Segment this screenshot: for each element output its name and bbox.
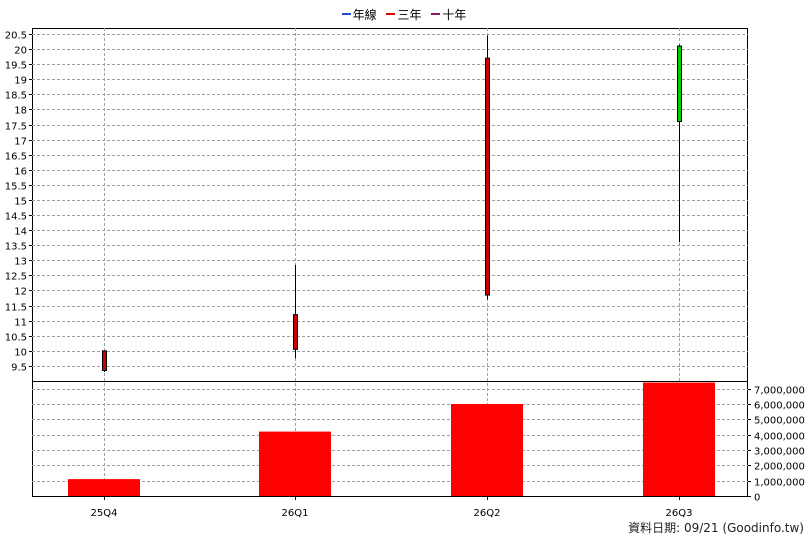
volume-tick-label: 6,000,000 (754, 401, 805, 412)
price-tick-label: 14 (14, 227, 27, 238)
price-tick-label: 13.5 (5, 242, 27, 253)
volume-bar (259, 431, 331, 496)
legend-label-three-year: 三年 (397, 8, 422, 22)
price-tick-label: 13 (14, 257, 27, 268)
volume-tick-label: 4,000,000 (754, 432, 805, 443)
candle-body (677, 45, 682, 123)
price-tick-label: 10 (14, 348, 27, 359)
volume-tick-label: 2,000,000 (754, 462, 805, 473)
price-tick-label: 20 (14, 46, 27, 57)
price-tick-label: 18.5 (5, 91, 27, 102)
x-tick-label: 25Q4 (91, 508, 118, 519)
legend-item-three-year: 三年 (386, 6, 422, 23)
price-tick-label: 20.5 (5, 31, 27, 42)
price-tick-label: 12.5 (5, 272, 27, 283)
legend-swatch-annual (341, 12, 351, 15)
price-tick-label: 10.5 (5, 333, 27, 344)
legend-label-ten-year: 十年 (442, 8, 467, 22)
grid-layer (29, 28, 751, 500)
volume-tick-label: 0 (754, 493, 760, 504)
price-tick-label: 17.5 (5, 122, 27, 133)
price-tick-label: 12 (14, 287, 27, 298)
volume-bar (643, 382, 715, 496)
price-tick-label: 9.5 (11, 363, 27, 374)
legend-label-annual: 年線 (352, 8, 377, 22)
volume-bar (451, 404, 523, 496)
candle-body (485, 57, 490, 296)
legend-swatch-three-year (386, 12, 396, 15)
volume-tick-label: 5,000,000 (754, 416, 805, 427)
volume-bars (68, 382, 715, 496)
legend-swatch-ten-year (431, 12, 441, 15)
chart-legend: 年線 三年 十年 (0, 6, 808, 23)
legend-item-annual: 年線 (341, 6, 377, 23)
plot-frame (32, 28, 748, 497)
data-source-note: 資料日期: 09/21 (Goodinfo.tw) (628, 521, 804, 535)
price-tick-label: 17 (14, 137, 27, 148)
volume-tick-label: 7,000,000 (754, 386, 805, 397)
axis-labels: 9.5 10 10.5 11 11.5 12 12.5 13 13.5 14 14.5 15 15.5 1… (5, 31, 805, 520)
price-tick-label: 19 (14, 76, 27, 87)
x-tick-label: 26Q1 (282, 508, 309, 519)
price-tick-label: 16.5 (5, 152, 27, 163)
candle-body (293, 314, 298, 350)
price-tick-label: 15.5 (5, 182, 27, 193)
price-tick-label: 11 (14, 318, 27, 329)
price-tick-label: 14.5 (5, 212, 27, 223)
price-tick-label: 19.5 (5, 61, 27, 72)
price-tick-label: 18 (14, 106, 27, 117)
x-tick-label: 26Q2 (474, 508, 501, 519)
price-tick-label: 11.5 (5, 303, 27, 314)
x-tick-label: 26Q3 (666, 508, 693, 519)
price-tick-label: 15 (14, 197, 27, 208)
candle-body (102, 350, 107, 371)
volume-bar (68, 479, 140, 496)
legend-item-ten-year: 十年 (431, 6, 466, 23)
volume-tick-label: 3,000,000 (754, 447, 805, 458)
price-tick-label: 16 (14, 167, 27, 178)
volume-tick-label: 1,000,000 (754, 478, 805, 489)
candlesticks (102, 35, 682, 372)
